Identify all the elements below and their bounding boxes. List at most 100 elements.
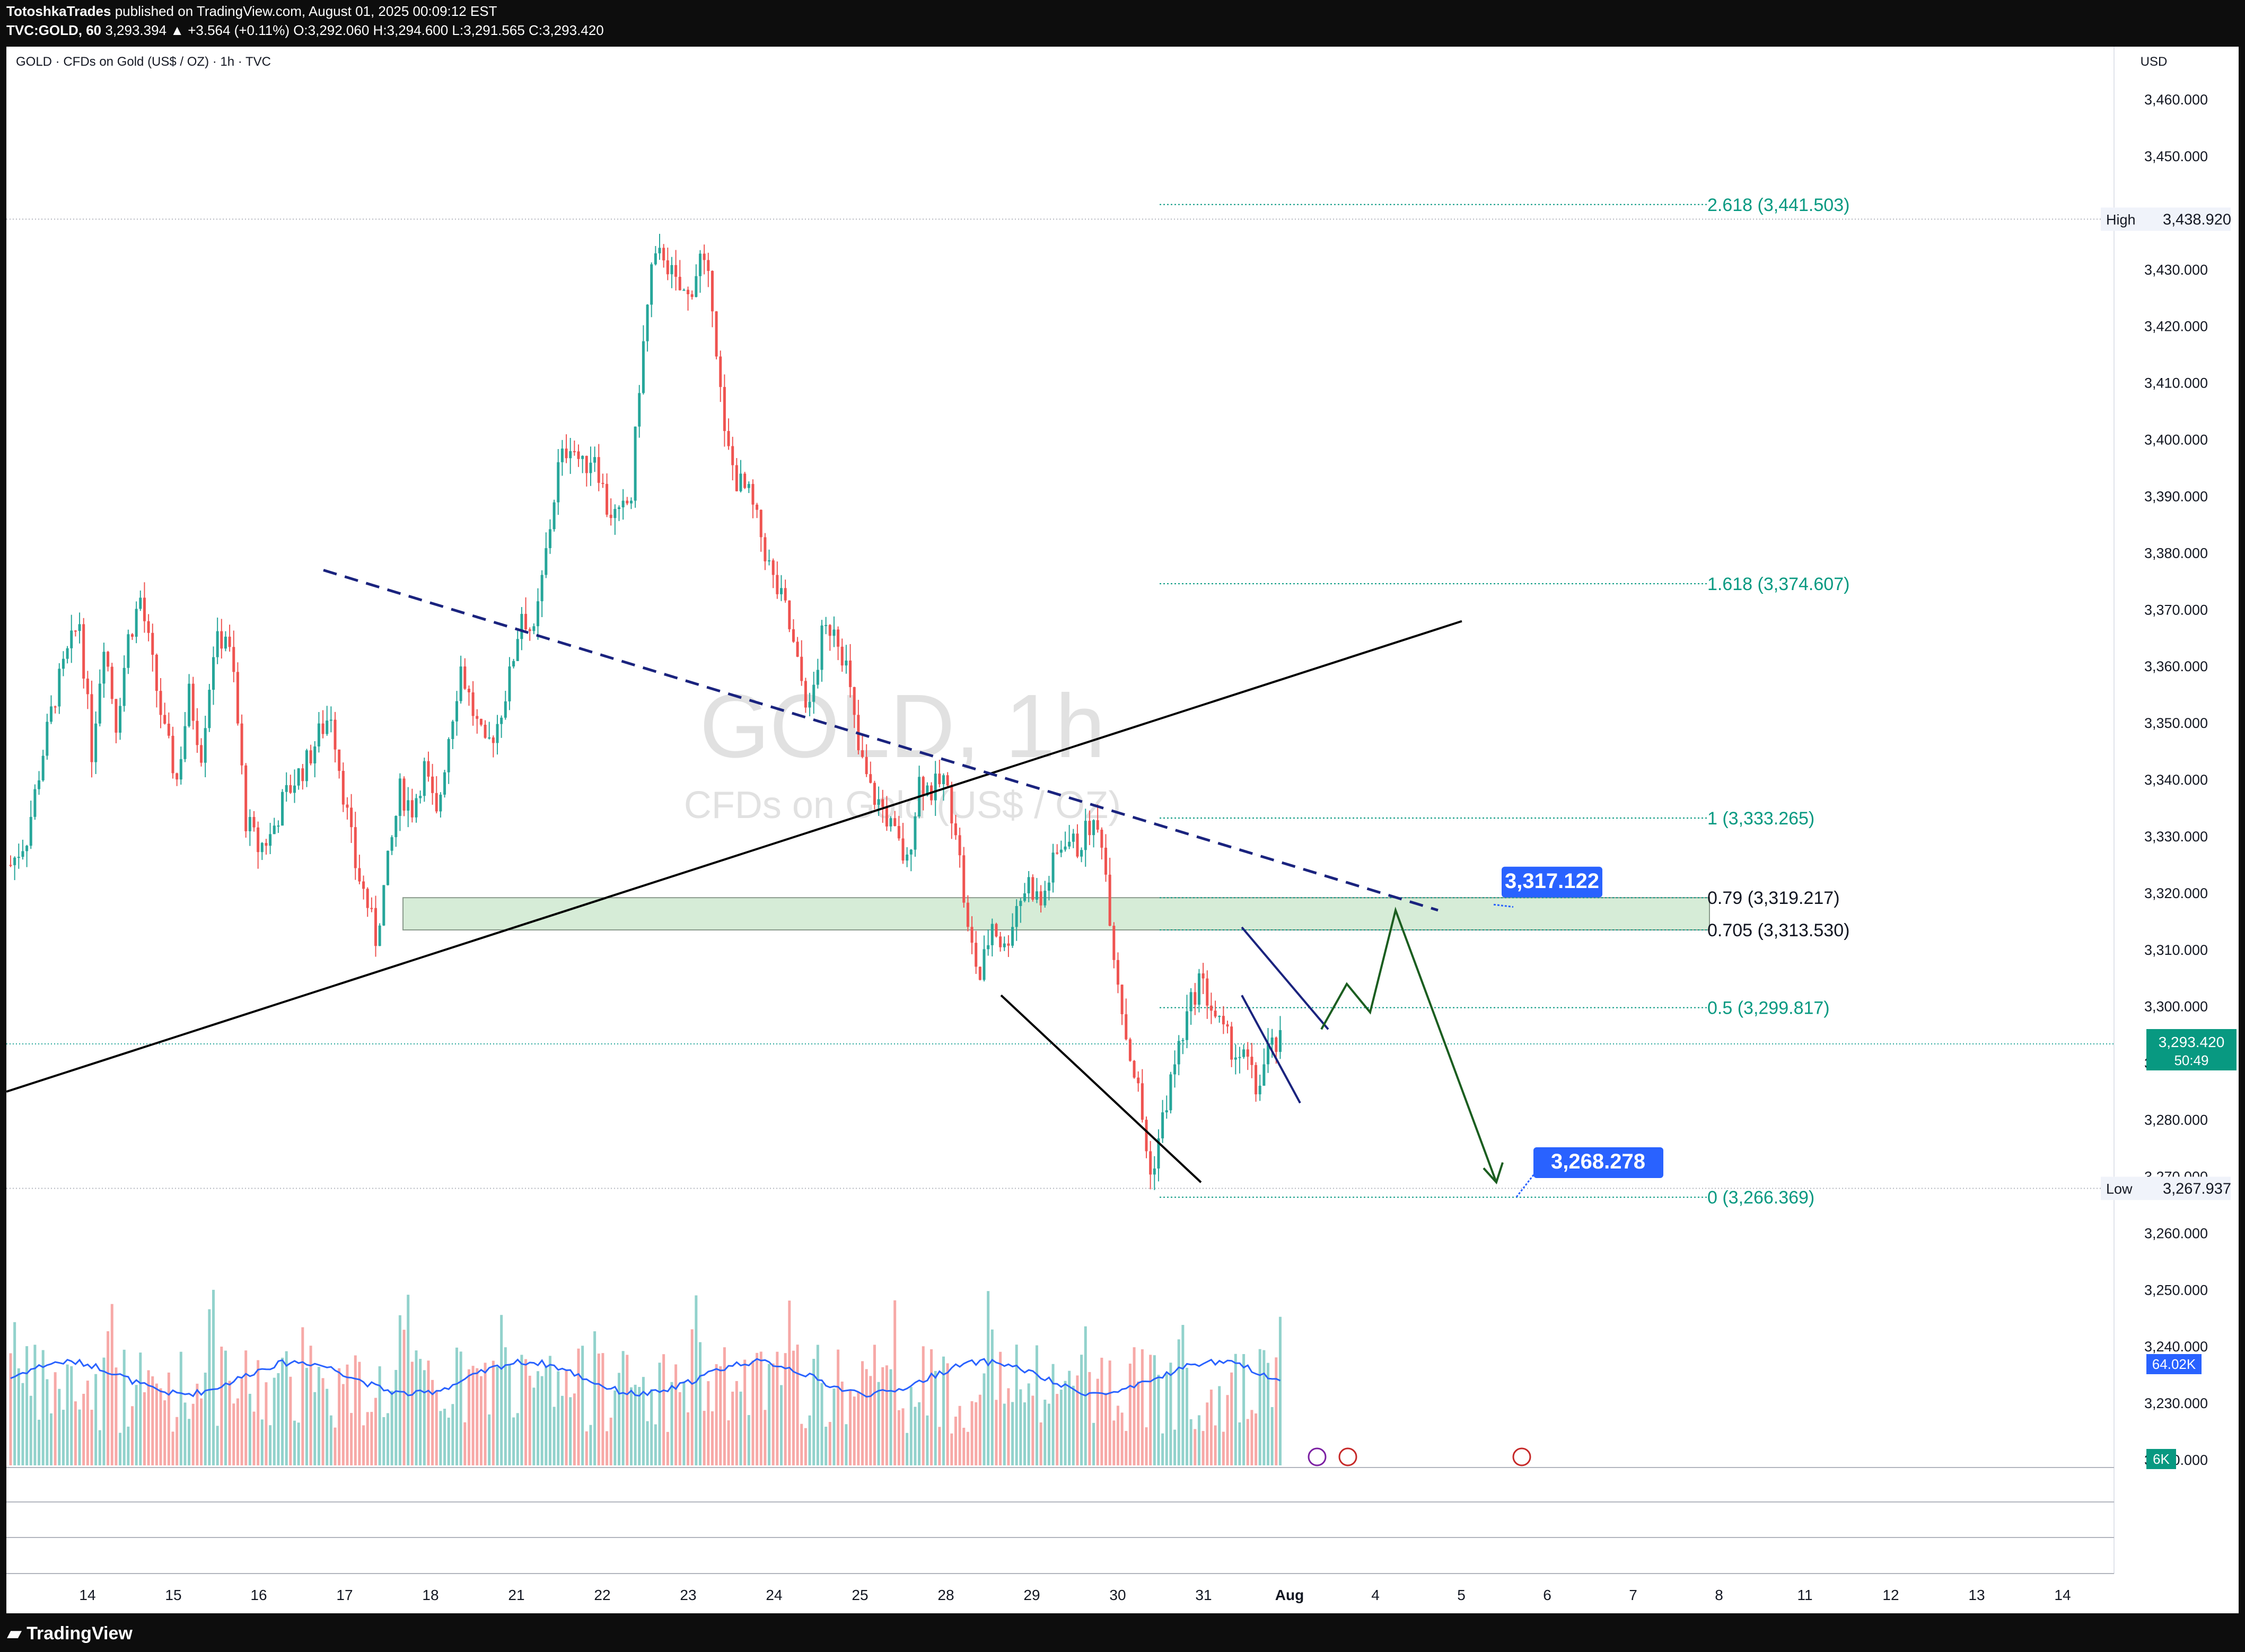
volume-bar — [183, 1402, 187, 1465]
candle-body — [869, 774, 872, 783]
candle-body — [585, 455, 588, 473]
candle-body — [309, 750, 312, 763]
candle-body — [1088, 821, 1091, 836]
candle-body — [901, 838, 905, 861]
volume-bar — [500, 1315, 503, 1465]
volume-bar — [800, 1423, 803, 1465]
volume-bar — [423, 1370, 426, 1465]
candle-body — [1209, 1005, 1213, 1011]
volume-bar — [463, 1422, 467, 1465]
volume-bar — [338, 1368, 341, 1465]
volume-bar — [893, 1300, 897, 1465]
volume-bar — [820, 1383, 823, 1465]
fib-level-label: 1.618 (3,374.607) — [1707, 574, 1849, 594]
volume-bar — [1133, 1347, 1136, 1465]
candle-body — [593, 457, 597, 463]
publish-header: TotoshkaTrades published on TradingView.… — [0, 0, 2245, 47]
x-tick-label: 6 — [1543, 1587, 1551, 1603]
candle-body — [58, 669, 61, 707]
candle-body — [1246, 1049, 1249, 1057]
author-name[interactable]: TotoshkaTrades — [6, 3, 111, 19]
candle-body — [1059, 849, 1063, 853]
candle-body — [504, 701, 507, 718]
volume-axis-badge — [2146, 1449, 2176, 1469]
volume-bar — [386, 1413, 389, 1465]
volume-bar — [1218, 1386, 1221, 1465]
candle-body — [410, 800, 414, 818]
volume-bar — [29, 1395, 32, 1465]
volume-bar — [139, 1352, 142, 1465]
candle-body — [695, 276, 698, 297]
candle-body — [938, 774, 941, 785]
candle-body — [776, 575, 779, 594]
candle-body — [1125, 1014, 1128, 1040]
volume-bar — [252, 1411, 256, 1465]
candle-body — [508, 666, 511, 701]
volume-bar — [1186, 1367, 1188, 1465]
candle-body — [962, 855, 966, 903]
volume-bar — [122, 1349, 126, 1465]
volume-bar — [232, 1403, 235, 1465]
candle-body — [532, 626, 536, 631]
candle-body — [500, 717, 503, 724]
y-tick-label: 3,320.000 — [2144, 885, 2208, 901]
volume-bar — [131, 1406, 134, 1465]
volume-bar — [155, 1383, 158, 1465]
candle-body — [122, 667, 126, 706]
support-zone-box — [402, 897, 1710, 931]
y-tick-label: 3,460.000 — [2144, 92, 2208, 108]
candle-body — [447, 739, 450, 772]
volume-bar — [792, 1350, 795, 1465]
candle-body — [1145, 1120, 1148, 1152]
price-chart[interactable]: 2.618 (3,441.503) 1.618 (3,374.607) 1 (3,3… — [6, 47, 2239, 1613]
x-tick-label: 11 — [1797, 1587, 1812, 1603]
volume-bar — [277, 1373, 280, 1465]
candle-body — [305, 750, 308, 781]
candle-body — [1250, 1057, 1253, 1065]
volume-bar — [33, 1345, 37, 1465]
volume-bar — [707, 1381, 710, 1465]
volume-bar — [764, 1410, 767, 1465]
volume-bar — [613, 1390, 617, 1465]
tradingview-brand[interactable]: ▰ TradingView — [7, 1623, 133, 1644]
candle-body — [537, 601, 539, 627]
candle-body — [66, 648, 69, 659]
volume-bar — [565, 1370, 568, 1465]
candle-body — [479, 718, 483, 725]
candle-body — [1120, 985, 1124, 1015]
volume-axis-label: 6K — [2153, 1451, 2170, 1467]
volume-bar — [135, 1385, 138, 1465]
volume-bar — [776, 1351, 779, 1465]
candle-body — [341, 771, 345, 805]
candle-body — [516, 639, 519, 661]
currency-label: USD — [2141, 55, 2168, 69]
target-label-lower-text: 3,268.278 — [1551, 1150, 1645, 1173]
volume-bar — [828, 1422, 831, 1465]
candle-body — [285, 785, 288, 792]
candle-body — [983, 949, 986, 980]
volume-bar — [326, 1389, 329, 1465]
candle-body — [407, 800, 410, 811]
volume-bar — [983, 1373, 986, 1465]
y-tick-label: 3,280.000 — [2144, 1112, 2208, 1128]
volume-bar — [382, 1417, 385, 1465]
volume-bar — [901, 1408, 905, 1465]
volume-bar — [711, 1411, 714, 1465]
candle-body — [488, 737, 491, 739]
target-label-lower — [1533, 1147, 1663, 1179]
candle-body — [865, 757, 868, 775]
volume-bar — [21, 1383, 24, 1465]
volume-bar — [682, 1381, 686, 1465]
candle-body — [139, 597, 142, 609]
candle-body — [366, 889, 369, 908]
volume-bar — [171, 1431, 174, 1465]
volume-bar — [1128, 1364, 1132, 1465]
volume-bar — [9, 1353, 12, 1465]
candle-body — [119, 706, 122, 733]
chart-area[interactable]: 2.618 (3,441.503) 1.618 (3,374.607) 1 (3,3… — [6, 47, 2239, 1613]
candle-body — [1031, 877, 1034, 900]
candle-body — [719, 356, 722, 387]
volume-bar — [402, 1330, 406, 1465]
volume-bar — [329, 1415, 332, 1465]
candle-body — [999, 936, 1002, 947]
